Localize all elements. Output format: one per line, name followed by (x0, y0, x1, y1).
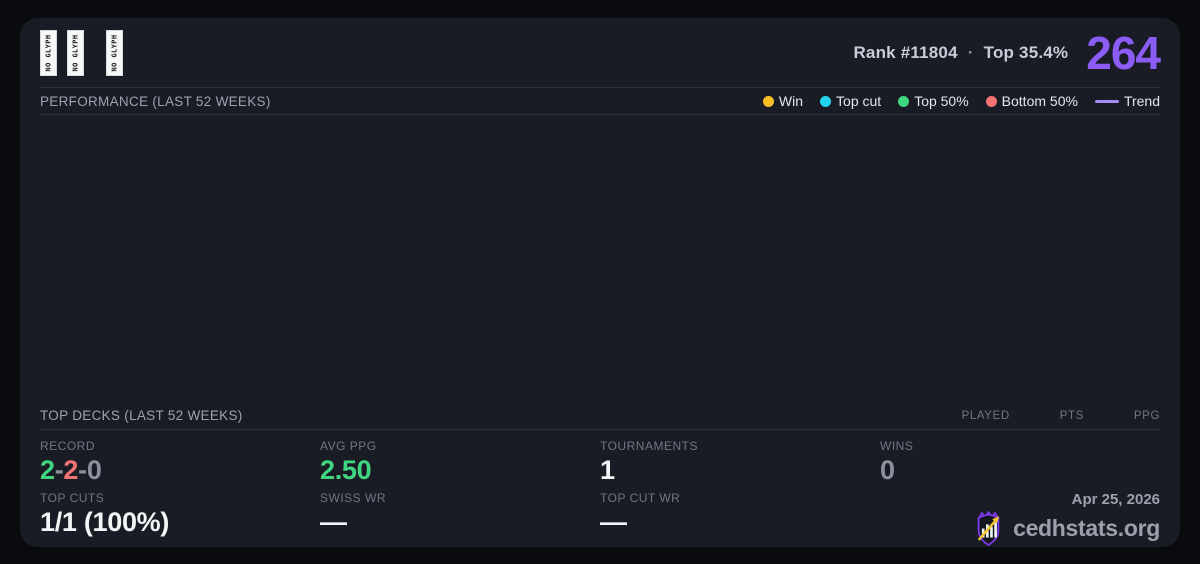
avg-ppg-value: 2.50 (320, 454, 372, 485)
record-label: RECORD (40, 438, 96, 453)
legend-item-trend: Trend (1094, 93, 1160, 109)
wins-value: 0 (880, 454, 895, 485)
stat-wins: WINS 0 (880, 439, 1160, 484)
record-draws: 0 (86, 454, 102, 485)
rank-separator: · (967, 42, 974, 62)
column-header-played: PLAYED (961, 409, 1010, 422)
legend-label: Trend (1123, 93, 1160, 109)
card-header: NO GLYPH NO GLYPH NO GLYPH Rank #11804 ·… (40, 18, 1161, 88)
top-decks-column-headers: PLAYED PTS PPG (912, 410, 1160, 422)
legend-item-top-50: Top 50% (898, 93, 969, 109)
score-value: 264 (1086, 26, 1161, 79)
stat-top-cut-wr: TOP CUT WR — (600, 491, 880, 547)
brand-text: cedhstats.org (1013, 515, 1160, 541)
player-stats-card: NO GLYPH NO GLYPH NO GLYPH Rank #11804 ·… (20, 18, 1180, 547)
legend-item-bottom-50: Bottom 50% (985, 93, 1078, 109)
legend-label: Bottom 50% (1001, 93, 1078, 109)
legend-item-win: Win (762, 93, 804, 109)
top-cuts-value: 1/1 (100%) (40, 507, 170, 537)
legend-label: Top cut (836, 93, 882, 109)
tournaments-label: TOURNAMENTS (600, 438, 698, 453)
card-footer: Apr 25, 2026 cedhstats.org (880, 491, 1160, 547)
missing-glyph-box: NO GLYPH (67, 29, 84, 76)
date-text: Apr 25, 2026 (1071, 491, 1160, 508)
top-cut-dot-icon (820, 95, 832, 107)
swiss-wr-label: SWISS WR (320, 491, 386, 505)
chart-legend: Win Top cut Top 50% Bottom 50% Trend (762, 93, 1160, 109)
header-right: Rank #11804 · Top 35.4% 264 (853, 26, 1161, 79)
stat-swiss-wr: SWISS WR — (320, 491, 600, 547)
performance-title: PERFORMANCE (LAST 52 WEEKS) (40, 93, 271, 109)
player-name: NO GLYPH NO GLYPH NO GLYPH (40, 29, 123, 76)
rank-line: Rank #11804 · Top 35.4% (853, 43, 1068, 63)
top-50-dot-icon (898, 95, 910, 107)
performance-section-header: PERFORMANCE (LAST 52 WEEKS) Win Top cut … (40, 88, 1160, 115)
top-cut-wr-label: TOP CUT WR (600, 491, 681, 505)
record-wins: 2 (40, 454, 55, 485)
stat-top-cuts: TOP CUTS 1/1 (100%) (40, 491, 320, 547)
legend-label: Top 50% (914, 93, 969, 109)
record-separator: - (78, 454, 87, 485)
stat-record: RECORD 2-2-0 (40, 439, 320, 484)
record-separator: - (54, 454, 64, 485)
stat-tournaments: TOURNAMENTS 1 (600, 439, 880, 484)
top-decks-title: TOP DECKS (LAST 52 WEEKS) (40, 408, 243, 424)
wins-label: WINS (880, 438, 914, 453)
legend-item-top-cut: Top cut (820, 93, 881, 109)
legend-label: Win (778, 93, 804, 109)
top-cuts-label: TOP CUTS (40, 491, 105, 505)
performance-chart-area (40, 115, 1160, 403)
brand-row: cedhstats.org (972, 510, 1160, 547)
percentile-text: Top 35.4% (983, 42, 1069, 62)
column-header-pts: PTS (1059, 409, 1084, 422)
trend-line-icon (1094, 99, 1119, 103)
missing-glyph-label: NO GLYPH (44, 34, 53, 71)
missing-glyph-box: NO GLYPH (40, 29, 57, 76)
rank-text: Rank #11804 (853, 42, 958, 62)
missing-glyph-label: NO GLYPH (71, 34, 80, 71)
record-losses: 2 (63, 454, 79, 485)
avg-ppg-label: AVG PPG (320, 438, 377, 453)
tournaments-value: 1 (600, 454, 615, 485)
missing-glyph-box: NO GLYPH (106, 29, 123, 76)
record-value: 2-2-0 (40, 454, 320, 485)
stat-avg-ppg: AVG PPG 2.50 (320, 439, 600, 484)
missing-glyph-label: NO GLYPH (110, 34, 119, 71)
column-header-ppg: PPG (1133, 409, 1160, 422)
top-decks-section-header: TOP DECKS (LAST 52 WEEKS) PLAYED PTS PPG (40, 403, 1160, 430)
stats-grid: RECORD 2-2-0 AVG PPG 2.50 TOURNAMENTS 1 … (40, 430, 1160, 547)
bottom-50-dot-icon (985, 95, 997, 107)
top-cut-wr-value: — (600, 507, 627, 537)
swiss-wr-value: — (320, 507, 347, 537)
cedhstats-logo-icon (977, 511, 1000, 546)
win-dot-icon (762, 95, 774, 107)
